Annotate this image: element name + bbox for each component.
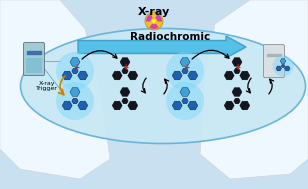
Wedge shape — [149, 24, 159, 29]
Text: X-ray: X-ray — [138, 7, 170, 17]
Circle shape — [56, 52, 94, 90]
Ellipse shape — [21, 29, 306, 143]
Wedge shape — [155, 14, 162, 22]
FancyBboxPatch shape — [264, 44, 285, 77]
Circle shape — [273, 56, 294, 76]
Circle shape — [166, 52, 204, 90]
Polygon shape — [200, 0, 308, 179]
Wedge shape — [146, 14, 153, 22]
Text: +: + — [234, 64, 240, 73]
Text: Radiochromic: Radiochromic — [130, 32, 210, 42]
Text: X-ray
Trigger: X-ray Trigger — [36, 81, 58, 91]
Text: +: + — [183, 64, 189, 73]
Circle shape — [152, 19, 156, 23]
Text: +: + — [122, 64, 128, 73]
Circle shape — [166, 82, 204, 120]
Polygon shape — [0, 0, 110, 179]
FancyBboxPatch shape — [23, 43, 44, 75]
Text: +: + — [73, 64, 79, 73]
Circle shape — [56, 82, 94, 120]
FancyBboxPatch shape — [26, 58, 42, 73]
FancyArrow shape — [78, 36, 246, 58]
Circle shape — [145, 12, 163, 30]
